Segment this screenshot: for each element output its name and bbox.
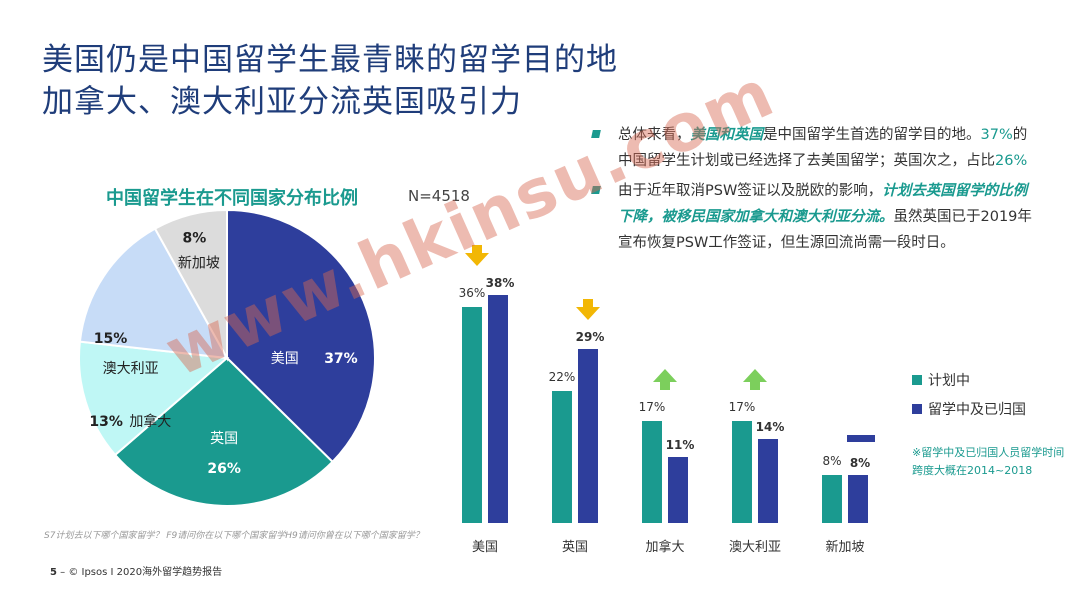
bar-planned: [642, 421, 662, 523]
pie-slice: [113, 356, 334, 507]
bullet-text-segment: 计划去英国留学的比例下降，被移民国家加拿大和澳大利亚分流。: [618, 183, 1028, 225]
pie-slice-value: 37%: [324, 351, 358, 367]
pie-slice-label: 英国: [210, 430, 238, 447]
bullet-item: 由于近年取消PSW签证以及脱欧的影响，计划去英国留学的比例下降，被移民国家加拿大…: [590, 178, 1040, 256]
bullet-text-segment: 由于近年取消PSW签证以及脱欧的影响，: [618, 183, 883, 199]
legend-item-planned: 计划中: [912, 370, 1026, 390]
bar-category-label: 加拿大: [645, 539, 684, 555]
pie-slice-value: 15%: [94, 331, 128, 347]
pie-slice-value: 26%: [207, 461, 241, 477]
bar-value-label: 17%: [729, 400, 756, 414]
bar-studying: [758, 439, 778, 523]
bar-legend: 计划中 留学中及已归国: [912, 370, 1026, 428]
bar-planned: [732, 421, 752, 523]
bar-value-label: 36%: [459, 286, 486, 300]
bar-planned: [462, 307, 482, 523]
down-arrow-icon: [576, 299, 600, 320]
bar-value-label: 38%: [486, 276, 515, 290]
bar-category-label: 澳大利亚: [729, 539, 781, 555]
bar-value-label: 29%: [576, 330, 605, 344]
pie-slice-label: 澳大利亚: [103, 361, 159, 377]
pie-chart-title: 中国留学生在不同国家分布比例: [106, 188, 358, 209]
legend-label-planned: 计划中: [928, 373, 970, 389]
bullet-text-segment: 总体来看，: [618, 127, 691, 143]
bar-category-label: 新加坡: [825, 539, 864, 555]
footnote-note: ※留学中及已归国人员留学时间跨度大概在2014~2018: [912, 446, 1065, 477]
pie-slice-label: 美国: [271, 351, 299, 367]
bar-value-label: 17%: [639, 400, 666, 414]
pie-slice-value: 8%: [183, 231, 207, 247]
legend-item-studying: 留学中及已归国: [912, 399, 1026, 419]
pie-slice-value: 13%: [89, 414, 123, 430]
legend-swatch-studying: [912, 404, 922, 414]
bar-category-label: 英国: [562, 540, 588, 555]
slide-title-line2: 加拿大、澳大利亚分流英国吸引力: [42, 84, 522, 120]
legend-label-studying: 留学中及已归国: [928, 402, 1026, 418]
bullet-text-segment: 37%: [980, 127, 1013, 143]
bullet-item: 总体来看，美国和英国是中国留学生首选的留学目的地。37%的中国留学生计划或已经选…: [590, 122, 1040, 174]
bullet-text-segment: 的中国留学生计划或已经选择了去美国留学；英国次之，占比: [618, 127, 1028, 169]
bar-category-label: 美国: [472, 540, 498, 555]
flat-dash-icon: [847, 435, 875, 442]
down-arrow-icon: [465, 245, 489, 266]
bar-planned: [822, 475, 842, 523]
page-footer: 5 – © Ipsos I 2020海外留学趋势报告: [50, 563, 222, 578]
bar-planned: [552, 391, 572, 523]
bar-studying: [578, 349, 598, 523]
bullet-text-segment: 虽然英国已于2019年宣布恢复PSW工作签证，但生源回流尚需一段时日。: [618, 209, 1032, 251]
survey-question-text: S7计划去以下哪个国家留学？ F9请问你在以下哪个国家留学H9请问你曾在以下哪个…: [44, 531, 424, 541]
pie-slice: [78, 227, 229, 360]
up-arrow-icon: [653, 369, 677, 390]
bar-value-label: 8%: [850, 456, 870, 470]
pie-slice-label: 新加坡: [178, 256, 220, 272]
bar-value-label: 14%: [756, 420, 785, 434]
bar-value-label: 22%: [549, 370, 576, 384]
legend-swatch-planned: [912, 375, 922, 385]
page-number: 5: [50, 567, 57, 578]
bar-value-label: 11%: [666, 438, 695, 452]
pie-chart: 美国 37% 英国 26% 13% 加拿大 15% 澳大利亚 8% 新加坡: [78, 210, 376, 507]
bullet-text-segment: 是中国留学生首选的留学目的地。: [763, 127, 981, 143]
pie-slice-label: 加拿大: [129, 413, 171, 430]
bar-studying: [668, 457, 688, 523]
up-arrow-icon: [743, 369, 767, 390]
commentary-bullets: 总体来看，美国和英国是中国留学生首选的留学目的地。37%的中国留学生计划或已经选…: [590, 122, 1040, 260]
bar-studying: [488, 295, 508, 523]
bar-value-label: 8%: [822, 454, 841, 468]
footer-text: – © Ipsos I 2020海外留学趋势报告: [60, 567, 223, 578]
pie-slice: [226, 210, 376, 464]
bullet-text-segment: 26%: [995, 153, 1028, 169]
sample-size-label: N=4518: [408, 187, 470, 205]
pie-slice: [153, 210, 228, 362]
bullet-text-segment: 美国和英国: [690, 127, 764, 143]
slide-title-line1: 美国仍是中国留学生最青睐的留学目的地: [42, 42, 618, 78]
pie-slice: [78, 340, 230, 457]
bar-studying: [848, 475, 868, 523]
